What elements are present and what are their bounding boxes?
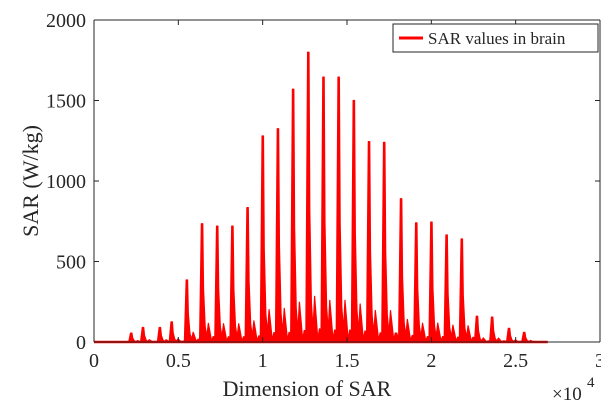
x-tick-label: 2 bbox=[426, 350, 436, 372]
y-axis-label: SAR (W/kg) bbox=[18, 125, 43, 237]
y-tick-label: 2000 bbox=[46, 10, 86, 32]
x-tick-label: 0.5 bbox=[166, 350, 191, 372]
x-multiplier-label: ×10 bbox=[552, 384, 582, 405]
y-tick-label: 0 bbox=[76, 332, 86, 354]
x-tick-label: 1.5 bbox=[335, 350, 360, 372]
x-axis-label: Dimension of SAR bbox=[223, 376, 392, 401]
x-tick-label: 3 bbox=[595, 350, 601, 372]
x-tick-label: 2.5 bbox=[503, 350, 528, 372]
legend: SAR values in brain bbox=[392, 23, 599, 53]
y-tick-label: 500 bbox=[56, 252, 86, 274]
series-peak bbox=[521, 331, 543, 343]
y-tick-label: 1500 bbox=[46, 91, 86, 113]
legend-box bbox=[392, 23, 599, 53]
y-tick-label: 1000 bbox=[46, 171, 86, 193]
legend-entry: SAR values in brain bbox=[428, 29, 566, 48]
plot-area bbox=[94, 51, 548, 344]
axes: 0 0.5 1 1.5 2 2.5 3 0 500 1000 1500 2000 Dimension o… bbox=[18, 10, 601, 405]
x-tick-label: 1 bbox=[258, 350, 268, 372]
x-tick-label: 0 bbox=[89, 350, 99, 372]
x-multiplier-exponent: 4 bbox=[587, 375, 595, 391]
